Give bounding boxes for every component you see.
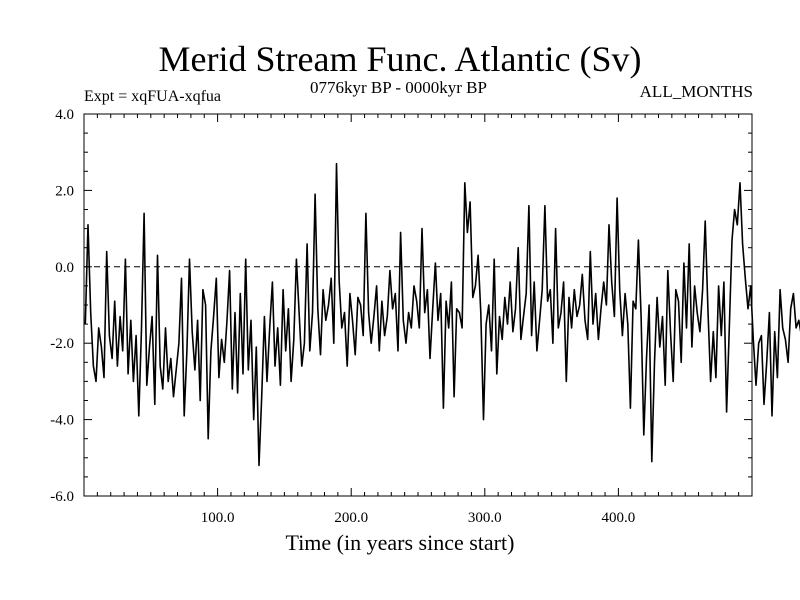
x-tick-label: 300.0 [468,510,502,526]
x-tick-label: 200.0 [334,510,368,526]
x-axis-label: Time (in years since start) [285,530,515,555]
y-tick-label: 4.0 [55,107,74,123]
x-tick-label: 400.0 [602,510,636,526]
y-tick-label: 0.0 [55,260,74,276]
months-label: ALL_MONTHS [639,82,753,101]
x-tick-label: 100.0 [201,510,235,526]
period-label: 0776kyr BP - 0000kyr BP [310,78,487,97]
experiment-label: Expt = xqFUA-xqfua [84,88,222,105]
y-tick-label: -4.0 [50,413,74,429]
y-tick-label: -6.0 [50,489,74,505]
y-tick-label: 2.0 [55,183,74,199]
chart-title: Merid Stream Func. Atlantic (Sv) [158,39,642,79]
series-line-0 [84,162,800,467]
y-tick-label: -2.0 [50,336,74,352]
